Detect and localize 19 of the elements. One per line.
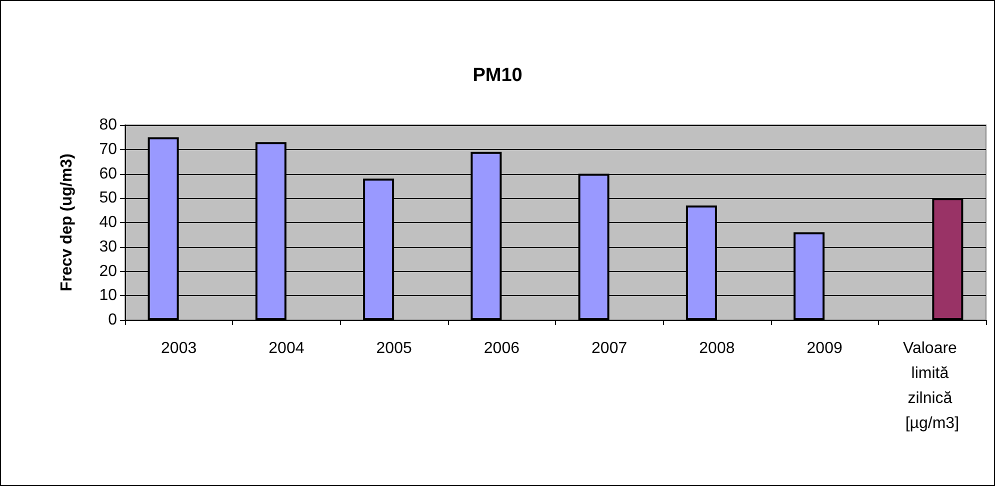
y-tick-label: 70 — [99, 140, 118, 158]
y-tick-label: 80 — [99, 116, 118, 134]
x-tick-label: 2004 — [268, 340, 304, 357]
y-tick-label: 20 — [99, 262, 118, 280]
y-tick-label: 30 — [99, 238, 118, 256]
x-tick-label: 2007 — [592, 340, 628, 357]
x-tick-label: Valoare limită zilnică [µg/m3] — [902, 340, 962, 432]
y-tick-label: 10 — [99, 287, 118, 304]
y-tick-label: 50 — [99, 190, 118, 207]
x-tick-label: 2008 — [699, 340, 735, 357]
y-tick-label: 40 — [99, 214, 118, 231]
x-tick-label: 2009 — [806, 340, 842, 357]
y-tick-label: 0 — [108, 312, 118, 328]
x-tick-label: 2003 — [161, 340, 197, 357]
x-tick-label: 2005 — [376, 340, 412, 357]
x-tick-label: 2006 — [484, 340, 520, 357]
chart-title: PM10 — [472, 65, 522, 86]
y-axis-title: Frecv dep (ug/m3) — [58, 154, 76, 292]
y-tick-label: 60 — [99, 165, 118, 182]
